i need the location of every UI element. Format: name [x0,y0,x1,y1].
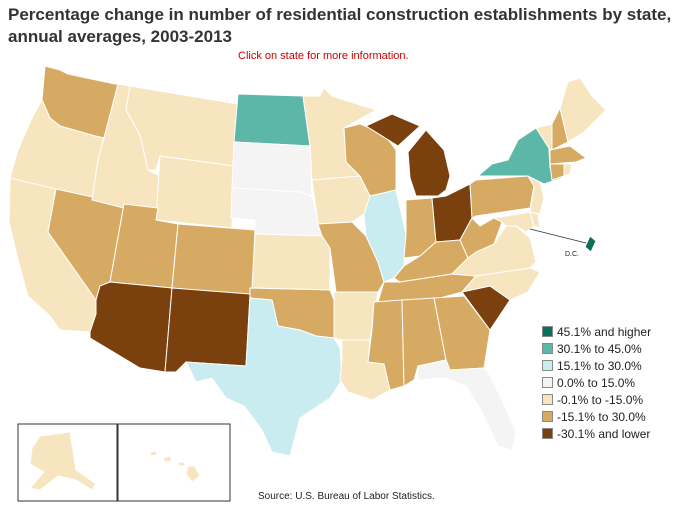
dc-pointer-line [529,228,587,244]
state-kansas[interactable] [251,233,331,291]
click-instruction: Click on state for more information. [238,50,409,62]
legend: 45.1% and higher 30.1% to 45.0% 15.1% to… [542,323,651,442]
legend-item[interactable]: 0.0% to 15.0% [542,374,651,391]
legend-label: 15.1% to 30.0% [557,358,642,373]
legend-item[interactable]: 30.1% to 45.0% [542,340,651,357]
source-note: Source: U.S. Bureau of Labor Statistics. [258,491,435,502]
hawaii-inset-frame [117,423,231,502]
state-pennsylvania[interactable] [469,175,535,219]
legend-item[interactable]: -0.1% to -15.0% [542,391,651,408]
legend-item[interactable]: -30.1% and lower [542,425,651,442]
legend-swatch [542,428,553,439]
legend-swatch [542,377,553,388]
state-alaska[interactable] [29,431,97,491]
map-title-line-2: annual averages, 2003-2013 [8,27,232,46]
legend-swatch [542,411,553,422]
state-rhode-island[interactable] [563,163,573,177]
dc-label: D.C. [565,251,579,258]
map-title-line-1: Percentage change in number of residenti… [8,5,672,24]
state-new-york[interactable] [476,127,564,185]
legend-swatch [542,360,553,371]
legend-swatch [542,343,553,354]
map-title: Percentage change in number of residenti… [8,4,672,48]
legend-label: 30.1% to 45.0% [557,341,642,356]
legend-label: 45.1% and higher [557,324,652,339]
state-wyoming[interactable] [155,155,235,229]
state-texas[interactable] [185,297,343,457]
state-michigan[interactable] [364,113,451,197]
state-illinois[interactable] [363,189,407,283]
legend-label: -0.1% to -15.0% [557,392,644,407]
state-massachusetts[interactable] [549,145,588,165]
legend-item[interactable]: 15.1% to 30.0% [542,357,651,374]
state-iowa[interactable] [311,175,371,225]
state-maine[interactable] [559,77,607,143]
legend-swatch [542,326,553,337]
legend-label: 0.0% to 15.0% [557,375,636,390]
alaska-inset-frame [17,423,118,502]
state-arizona[interactable] [89,281,173,373]
state-south-dakota[interactable] [231,141,313,197]
state-colorado[interactable] [171,223,256,297]
state-new-mexico[interactable] [164,287,251,373]
state-florida[interactable] [417,359,517,451]
legend-swatch [542,394,553,405]
state-district-of-columbia[interactable] [584,235,597,253]
legend-label: -15.1% to 30.0% [557,409,646,424]
legend-item[interactable]: -15.1% to 30.0% [542,408,651,425]
legend-item[interactable]: 45.1% and higher [542,323,651,340]
state-north-dakota[interactable] [233,93,311,147]
state-hawaii[interactable] [149,450,201,483]
legend-label: -30.1% and lower [557,426,651,441]
